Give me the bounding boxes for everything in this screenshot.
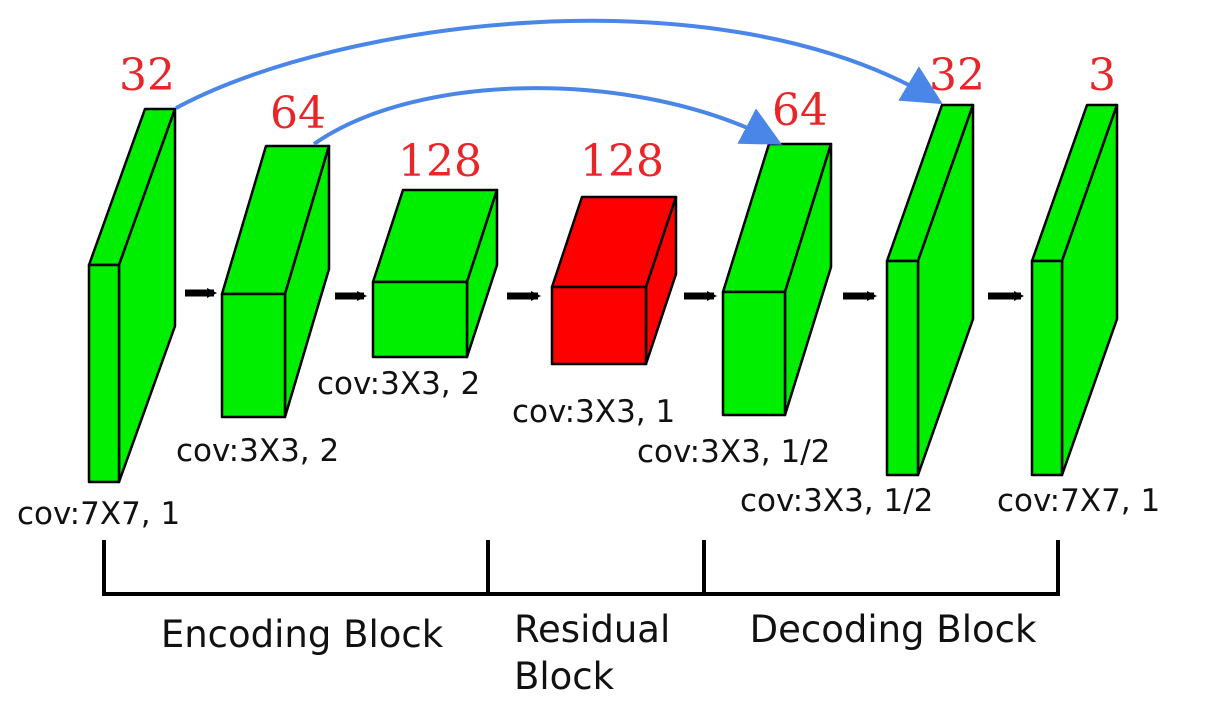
block-label: Decoding Block [750, 608, 1037, 651]
conv-spec-label: cov:3X3, 1 [512, 394, 675, 430]
layer-front-face [220, 292, 287, 419]
block-label-line: Block [514, 655, 615, 698]
layer-4: 128 cov:3X3, 1 [512, 136, 678, 430]
channel-count-label: 64 [772, 85, 828, 136]
layer-2: 64 cov:3X3, 2 [176, 88, 339, 469]
conv-spec-label: cov:7X7, 1 [997, 483, 1160, 519]
layer-front-face [885, 259, 920, 477]
block-label: Residual Block [514, 608, 670, 698]
skip-connection-arrow [312, 86, 783, 146]
channel-count-label: 128 [580, 136, 664, 187]
channel-count-label: 3 [1088, 50, 1116, 101]
block-label-line: Residual [514, 608, 670, 651]
layer-5: 64 cov:3X3, 1/2 [637, 85, 833, 470]
channel-count-label: 32 [929, 50, 985, 101]
skip-connection-arrow [175, 18, 943, 110]
skip-connections [175, 18, 943, 146]
block-label: Encoding Block [161, 613, 444, 656]
layer-7: 3 cov:7X7, 1 [997, 50, 1160, 519]
channel-count-label: 64 [270, 88, 326, 139]
conv-spec-label: cov:3X3, 1/2 [740, 483, 933, 519]
block-brackets: Encoding Block Residual Block Decoding Bloc… [102, 540, 1060, 698]
layer-front-face [550, 285, 648, 366]
layer-front-face [1030, 259, 1064, 477]
conv-spec-label: cov:3X3, 2 [176, 433, 339, 469]
block-label-line: Encoding Block [161, 613, 444, 656]
block-label-line: Decoding Block [750, 608, 1037, 651]
conv-spec-label: cov:7X7, 1 [17, 496, 180, 532]
conv-spec-label: cov:3X3, 2 [317, 366, 480, 402]
flow-arrows [185, 288, 1024, 301]
layer-front-face [371, 280, 469, 359]
layer-1: 32 cov:7X7, 1 [17, 50, 180, 532]
layer-front-face [87, 263, 121, 484]
layer-3: 128 cov:3X3, 2 [317, 136, 499, 402]
channel-count-label: 32 [119, 50, 175, 101]
conv-spec-label: cov:3X3, 1/2 [637, 434, 830, 470]
layer-front-face [721, 290, 787, 417]
channel-count-label: 128 [398, 136, 482, 187]
layer-6: 32 cov:3X3, 1/2 [740, 50, 985, 519]
